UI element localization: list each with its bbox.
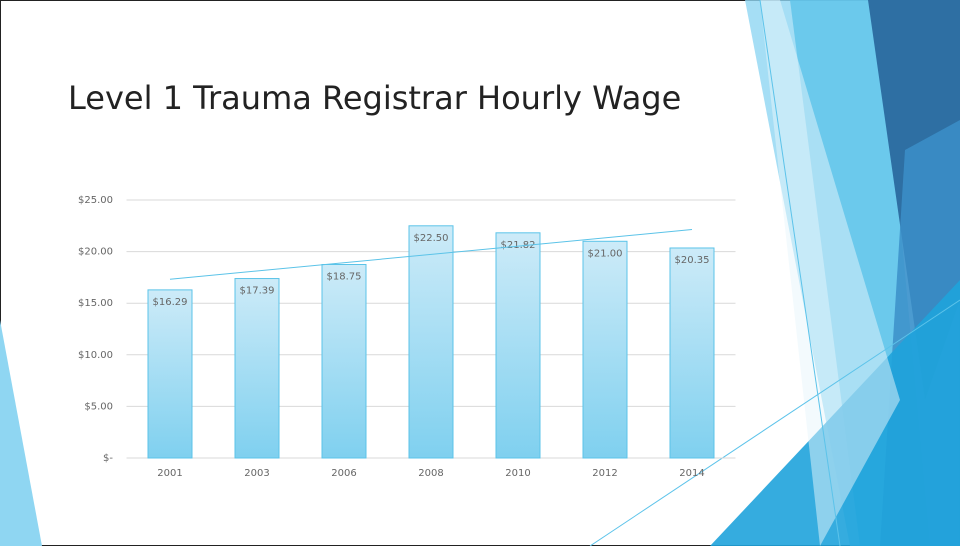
chart-title: Level 1 Trauma Registrar Hourly Wage (68, 79, 681, 117)
y-tick-label: $- (103, 453, 113, 464)
value-label: $22.50 (414, 233, 449, 244)
value-label: $17.39 (240, 286, 275, 297)
bar (408, 225, 454, 459)
x-tick-label: 2014 (679, 468, 704, 479)
value-label: $16.29 (153, 297, 188, 308)
y-tick-label: $10.00 (78, 350, 113, 361)
value-label: $21.00 (588, 248, 623, 259)
value-label: $21.82 (501, 240, 536, 251)
x-tick-label: 2001 (157, 468, 182, 479)
x-tick-label: 2006 (331, 468, 356, 479)
bar (495, 232, 541, 459)
bar (321, 264, 367, 459)
bar (582, 240, 628, 459)
y-tick-label: $5.00 (84, 401, 113, 412)
y-tick-label: $20.00 (78, 247, 113, 258)
y-tick-label: $15.00 (78, 298, 113, 309)
value-label: $18.75 (327, 272, 362, 283)
trendline (169, 229, 693, 280)
bar (147, 289, 193, 459)
y-tick-label: $25.00 (78, 195, 113, 206)
x-tick-label: 2012 (592, 468, 617, 479)
value-label: $20.35 (675, 255, 710, 266)
bar (669, 247, 715, 459)
bar (234, 278, 280, 459)
x-tick-label: 2008 (418, 468, 443, 479)
x-tick-label: 2010 (505, 468, 530, 479)
x-tick-label: 2003 (244, 468, 269, 479)
